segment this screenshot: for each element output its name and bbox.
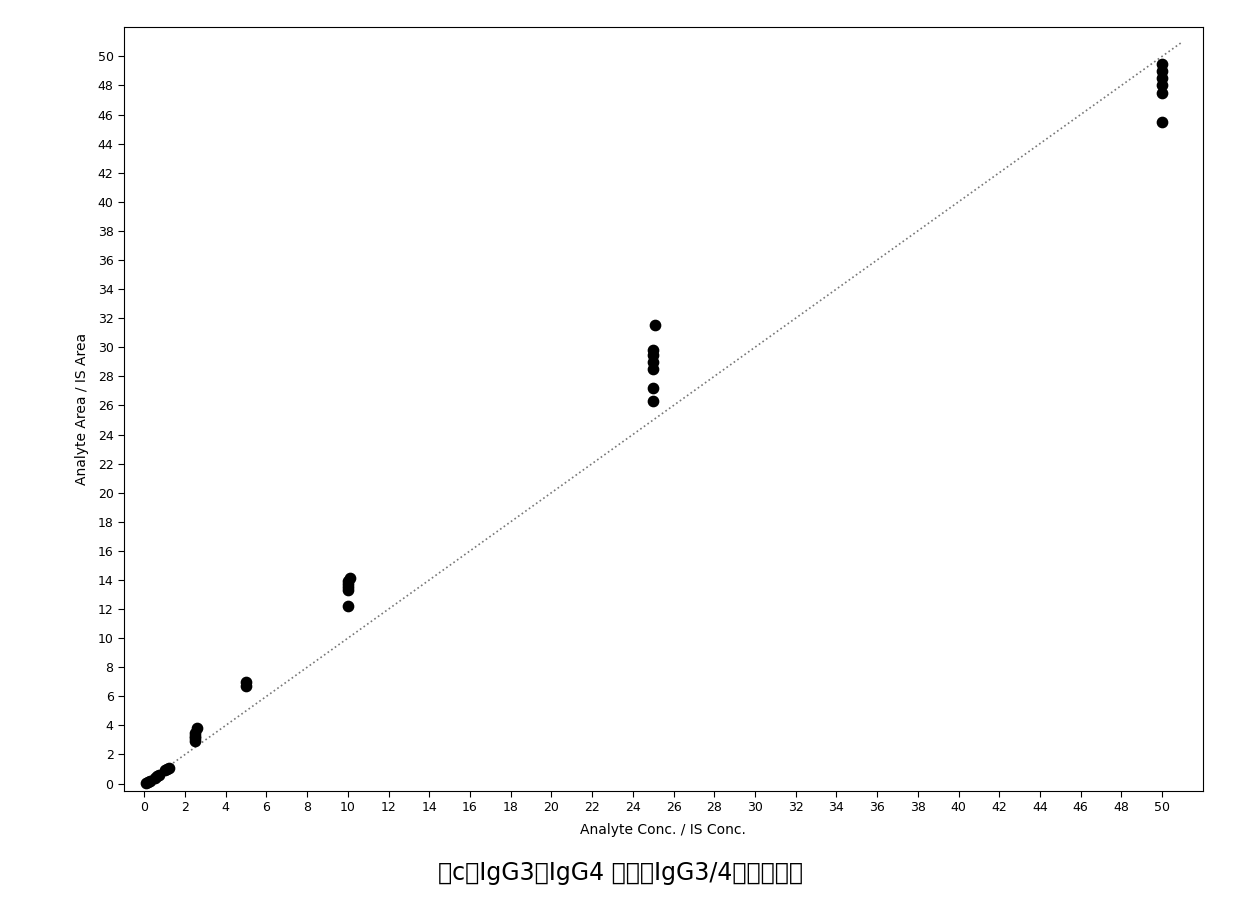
Point	[644, 394, 663, 408]
Point	[1152, 78, 1172, 93]
Point	[236, 679, 255, 694]
Point	[1152, 115, 1172, 129]
Point	[644, 343, 663, 357]
Point	[339, 599, 358, 614]
Point	[149, 767, 169, 782]
Point	[156, 762, 176, 776]
Point	[644, 362, 663, 376]
Point	[340, 571, 360, 585]
Point	[339, 583, 358, 597]
Point	[139, 774, 159, 789]
Y-axis label: Analyte Area / IS Area: Analyte Area / IS Area	[76, 333, 89, 485]
Text: （c）IgG3、IgG4 之和（IgG3/4）内标曲线: （c）IgG3、IgG4 之和（IgG3/4）内标曲线	[438, 861, 802, 884]
Point	[339, 577, 358, 592]
Point	[185, 731, 205, 745]
Point	[1152, 56, 1172, 71]
Point	[339, 574, 358, 589]
X-axis label: Analyte Conc. / IS Conc.: Analyte Conc. / IS Conc.	[580, 823, 746, 836]
Point	[146, 769, 166, 784]
Point	[136, 775, 156, 790]
Point	[185, 725, 205, 740]
Point	[145, 771, 165, 785]
Point	[185, 734, 205, 749]
Point	[187, 721, 207, 735]
Point	[645, 318, 665, 333]
Point	[1152, 85, 1172, 100]
Point	[140, 774, 160, 789]
Point	[236, 674, 255, 689]
Point	[644, 347, 663, 362]
Point	[159, 760, 179, 774]
Point	[185, 728, 205, 743]
Point	[1152, 64, 1172, 78]
Point	[644, 355, 663, 369]
Point	[1152, 71, 1172, 85]
Point	[339, 580, 358, 594]
Point	[155, 764, 175, 778]
Point	[644, 381, 663, 395]
